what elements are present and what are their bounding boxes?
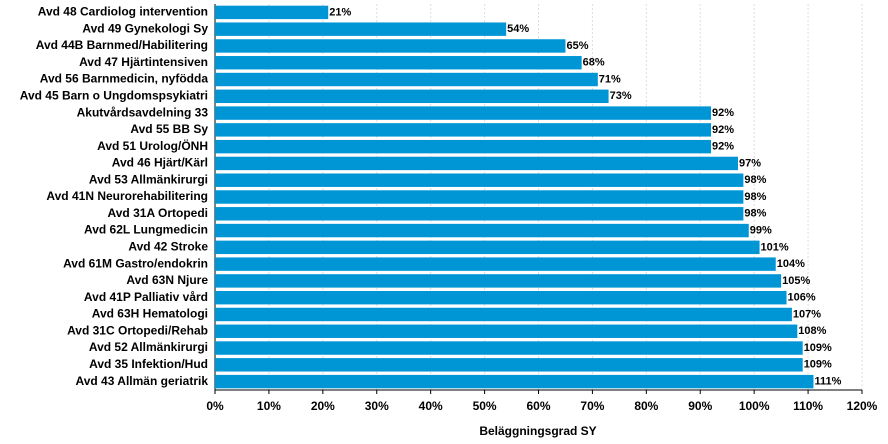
value-label: 99% [750, 224, 772, 236]
y-tick-label: Avd 35 Infektion/Hud [89, 357, 208, 371]
bar [215, 89, 609, 104]
x-tick-label: 40% [419, 399, 443, 413]
value-label: 98% [744, 208, 766, 220]
y-tick-label: Avd 63H Hematologi [92, 307, 208, 321]
value-label: 97% [739, 157, 761, 169]
y-tick-label: Avd 48 Cardiolog intervention [38, 5, 208, 19]
x-tick-label: 20% [311, 399, 335, 413]
value-label: 71% [599, 73, 621, 85]
x-tick-label: 90% [688, 399, 712, 413]
value-label: 109% [804, 342, 832, 354]
y-tick-label: Akutvårdsavdelning 33 [77, 105, 209, 119]
value-label: 101% [761, 241, 789, 253]
y-tick-label: Avd 51 Urolog/ÖNH [97, 138, 208, 153]
y-tick-label: Avd 53 Allmänkirurgi [89, 172, 208, 186]
y-tick-label: Avd 41P Palliativ vård [84, 290, 208, 304]
y-tick-label: Avd 61M Gastro/endokrin [63, 256, 208, 270]
bar [215, 274, 782, 288]
bar [215, 22, 507, 36]
bar [215, 257, 776, 271]
x-tick-label: 50% [473, 399, 497, 413]
bar [215, 156, 738, 171]
value-label: 98% [744, 174, 766, 186]
x-tick-label: 100% [739, 399, 770, 413]
x-tick-label: 0% [206, 399, 224, 413]
bar [215, 190, 744, 204]
bar [215, 324, 798, 338]
value-label: 111% [814, 376, 841, 388]
bar [215, 240, 760, 255]
x-tick-label: 80% [634, 399, 658, 413]
bar [215, 358, 803, 372]
value-label: 68% [583, 57, 605, 69]
value-label: 92% [712, 141, 734, 153]
bar [215, 290, 787, 305]
bar [215, 5, 329, 20]
value-label: 73% [610, 90, 632, 102]
y-tick-label: Avd 31A Ortopedi [108, 206, 208, 220]
bar [215, 341, 803, 355]
y-tick-label: Avd 55 BB Sy [130, 122, 208, 136]
value-label: 108% [798, 325, 826, 337]
value-label: 107% [793, 308, 821, 320]
value-label: 92% [712, 107, 734, 119]
bar [215, 223, 749, 238]
value-label: 109% [804, 359, 832, 371]
x-tick-label: 120% [847, 399, 878, 413]
value-label: 98% [744, 191, 766, 203]
bar [215, 207, 744, 221]
bar [215, 123, 712, 137]
x-tick-label: 60% [526, 399, 550, 413]
value-label: 21% [329, 6, 351, 18]
y-tick-label: Avd 52 Allmänkirurgi [89, 340, 208, 354]
y-tick-label: Avd 45 Barn o Ungdomspsykiatri [20, 88, 208, 102]
bar [215, 39, 566, 53]
bar [215, 72, 598, 87]
x-tick-label: 110% [793, 399, 823, 413]
value-label: 105% [782, 275, 810, 287]
y-tick-label: Avd 41N Neurorehabilitering [46, 189, 208, 203]
x-axis-label: Beläggningsgrad SY [479, 424, 596, 438]
value-label: 104% [777, 258, 805, 270]
bar [215, 106, 712, 120]
value-label: 92% [712, 124, 734, 136]
y-tick-label: Avd 31C Ortopedi/Rehab [67, 323, 208, 337]
bar [215, 307, 792, 322]
value-label: 54% [507, 23, 529, 35]
bar [215, 139, 712, 154]
bar [215, 173, 744, 187]
value-label: 106% [788, 292, 816, 304]
x-tick-label: 70% [580, 399, 604, 413]
y-tick-label: Avd 42 Stroke [128, 240, 208, 254]
bar [215, 56, 582, 70]
y-tick-label: Avd 63N Njure [126, 273, 208, 287]
y-tick-label: Avd 62L Lungmedicin [84, 223, 208, 237]
y-tick-label: Avd 43 Allmän geriatrik [76, 374, 209, 388]
y-tick-label: Avd 56 Barnmedicin, nyfödda [40, 72, 209, 86]
y-tick-label: Avd 49 Gynekologi Sy [82, 21, 208, 35]
x-tick-label: 30% [365, 399, 389, 413]
x-tick-label: 10% [257, 399, 281, 413]
y-tick-label: Avd 44B Barnmed/Habilitering [36, 38, 208, 52]
value-label: 65% [566, 40, 588, 52]
y-tick-label: Avd 46 Hjärt/Kärl [112, 156, 208, 170]
y-tick-label: Avd 47 Hjärtintensiven [79, 55, 208, 69]
bar [215, 374, 814, 389]
